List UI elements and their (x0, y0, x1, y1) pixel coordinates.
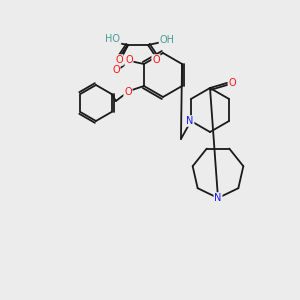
Text: O: O (124, 87, 132, 97)
Text: O: O (228, 78, 236, 88)
Text: O: O (125, 55, 133, 65)
Text: OH: OH (160, 35, 175, 45)
Text: O: O (152, 55, 160, 65)
Text: N: N (214, 193, 222, 203)
Text: O: O (115, 55, 123, 65)
Text: HO: HO (106, 34, 121, 44)
Text: O: O (112, 65, 120, 75)
Text: N: N (186, 116, 194, 126)
